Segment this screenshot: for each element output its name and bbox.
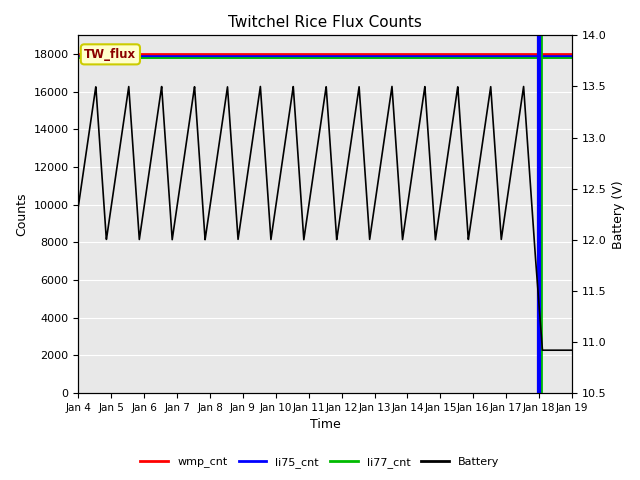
Y-axis label: Counts: Counts <box>15 192 28 236</box>
X-axis label: Time: Time <box>310 419 340 432</box>
Title: Twitchel Rice Flux Counts: Twitchel Rice Flux Counts <box>228 15 422 30</box>
Text: TW_flux: TW_flux <box>84 48 136 61</box>
Legend: wmp_cnt, li75_cnt, li77_cnt, Battery: wmp_cnt, li75_cnt, li77_cnt, Battery <box>136 452 504 472</box>
Y-axis label: Battery (V): Battery (V) <box>612 180 625 249</box>
